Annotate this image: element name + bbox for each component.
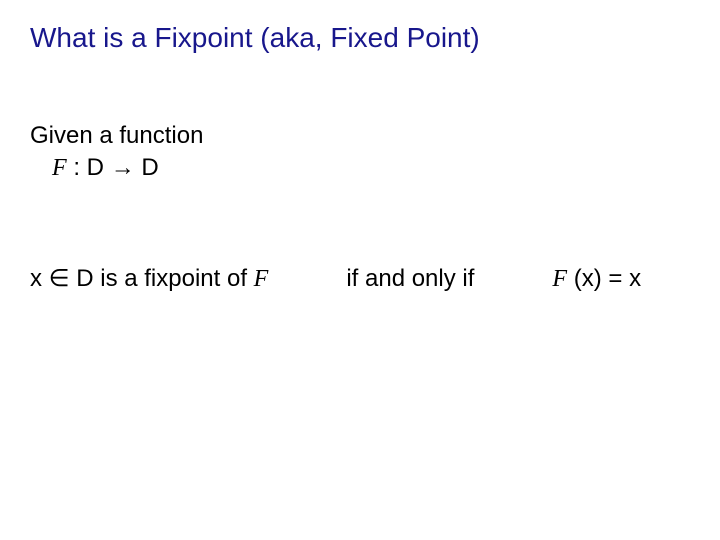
given-a-function-line: Given a function	[30, 122, 203, 150]
equation-tail: (x) = x	[567, 265, 641, 292]
script-f: F	[254, 266, 269, 292]
script-f: F	[52, 155, 67, 181]
fdef-colon-d: : D	[67, 154, 111, 181]
fdef-tail: D	[135, 154, 159, 181]
iff-text: if and only if	[346, 265, 474, 293]
function-definition-line: F : D → D	[52, 154, 159, 182]
fixpoint-left: x ∈ D is a fixpoint of F	[30, 264, 268, 293]
slide-title: What is a Fixpoint (aka, Fixed Point)	[30, 22, 480, 54]
arrow-icon: →	[111, 154, 135, 181]
fixpoint-statement-row: x ∈ D is a fixpoint of F if and only if …	[30, 264, 690, 293]
script-f: F	[552, 266, 567, 292]
var-x: x	[30, 265, 49, 292]
is-a-fixpoint-of: D is a fixpoint of	[70, 265, 254, 292]
fixpoint-equation: F (x) = x	[552, 265, 641, 293]
element-of-icon: ∈	[49, 265, 70, 292]
slide: What is a Fixpoint (aka, Fixed Point) Gi…	[0, 0, 720, 540]
